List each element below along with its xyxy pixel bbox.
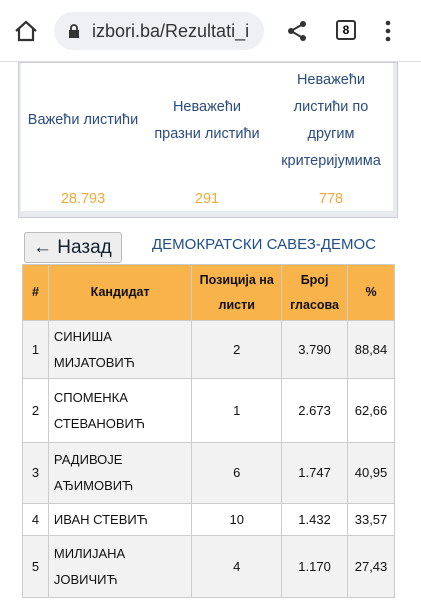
- summary-value: 28.793: [60, 191, 106, 207]
- back-label: Назад: [57, 237, 112, 258]
- table-cell: 33,57: [347, 503, 395, 536]
- table-cell: 40,95: [347, 442, 395, 504]
- table-cell: 2.673: [281, 378, 349, 443]
- lock-icon: [69, 24, 79, 38]
- share-icon[interactable]: [286, 20, 308, 42]
- summary-label: Неважећи листићи по другим критеријумима: [281, 71, 381, 169]
- table-cell: 3: [22, 442, 49, 504]
- header-cell: #: [22, 264, 49, 321]
- table-cell: 10: [191, 503, 283, 536]
- home-icon[interactable]: [14, 20, 38, 42]
- table-cell: 5: [22, 535, 49, 598]
- results-table: # Кандидат Позиција на листи Број гласова% 1…: [22, 264, 395, 598]
- summary-column: Важећи листићи 28.793: [21, 63, 145, 211]
- header-cell: %: [347, 264, 395, 321]
- table-cell: 4: [22, 503, 49, 536]
- table-cell: 88,84: [347, 320, 395, 379]
- table-cell: 1.432: [281, 503, 349, 536]
- table-cell: 1.170: [281, 535, 349, 598]
- party-title: ДЕМОКРАТСКИ САВЕЗ-ДЕМОС: [152, 236, 376, 253]
- table-row: 2 СПОМЕНКА СТЕВАНОВИЋ 1 2.673 62,66: [22, 378, 395, 443]
- table-cell: 1: [191, 378, 283, 443]
- table-cell: 27,43: [347, 535, 395, 598]
- table-cell: 2: [191, 320, 283, 379]
- summary-panel: Важећи листићи 28.793 Неважећи празни лист…: [18, 62, 398, 218]
- summary-value: 778: [318, 191, 344, 207]
- table-cell: 2: [22, 378, 49, 443]
- table-cell: СИНИША МИЈАТОВИЋ: [47, 320, 193, 379]
- table-cell: МИЛИЈАНА ЈОВИЧИЋ: [47, 535, 193, 598]
- summary-label: Важећи листићи: [27, 112, 139, 128]
- table-cell: 62,66: [347, 378, 395, 443]
- summary-column: Неважећи листићи по другим критеријумима…: [269, 63, 393, 211]
- header-cell: Број гласова: [281, 264, 349, 321]
- header-cell: Кандидат: [47, 264, 193, 321]
- summary-label: Неважећи празни листићи: [154, 98, 260, 142]
- table-row: 5 МИЛИЈАНА ЈОВИЧИЋ 4 1.170 27,43: [22, 535, 395, 598]
- url-text: izbori.ba/Rezultati_i: [92, 21, 250, 41]
- tab-count[interactable]: 8: [336, 20, 356, 40]
- table-row: 1 СИНИША МИЈАТОВИЋ 2 3.790 88,84: [22, 320, 395, 379]
- table-cell: 6: [191, 442, 283, 504]
- browser-bar: izbori.ba/Rezultati_i 8: [0, 0, 421, 62]
- table-cell: ИВАН СТЕВИЋ: [47, 503, 193, 536]
- summary-inner: Важећи листићи 28.793 Неважећи празни лист…: [21, 63, 393, 211]
- url-bar[interactable]: izbori.ba/Rezultati_i: [54, 12, 264, 50]
- table-cell: 1.747: [281, 442, 349, 504]
- table-cell: 4: [191, 535, 283, 598]
- table-cell: СПОМЕНКА СТЕВАНОВИЋ: [47, 378, 193, 443]
- summary-column: Неважећи празни листићи 291: [145, 63, 269, 211]
- table-cell: РАДИВОЈЕ АЂИМОВИЋ: [47, 442, 193, 504]
- header-cell: Позиција на листи: [191, 264, 283, 321]
- table-cell: 1: [22, 320, 49, 379]
- summary-value: 291: [194, 191, 220, 207]
- table-cell: 3.790: [281, 320, 349, 379]
- table-row: 4 ИВАН СТЕВИЋ 10 1.432 33,57: [22, 503, 395, 536]
- back-button[interactable]: ← Назад: [24, 232, 122, 263]
- menu-icon[interactable]: [384, 20, 392, 42]
- header-row: # Кандидат Позиција на листи Број гласова%: [22, 264, 395, 321]
- table-row: 3 РАДИВОЈЕ АЂИМОВИЋ 6 1.747 40,95: [22, 442, 395, 504]
